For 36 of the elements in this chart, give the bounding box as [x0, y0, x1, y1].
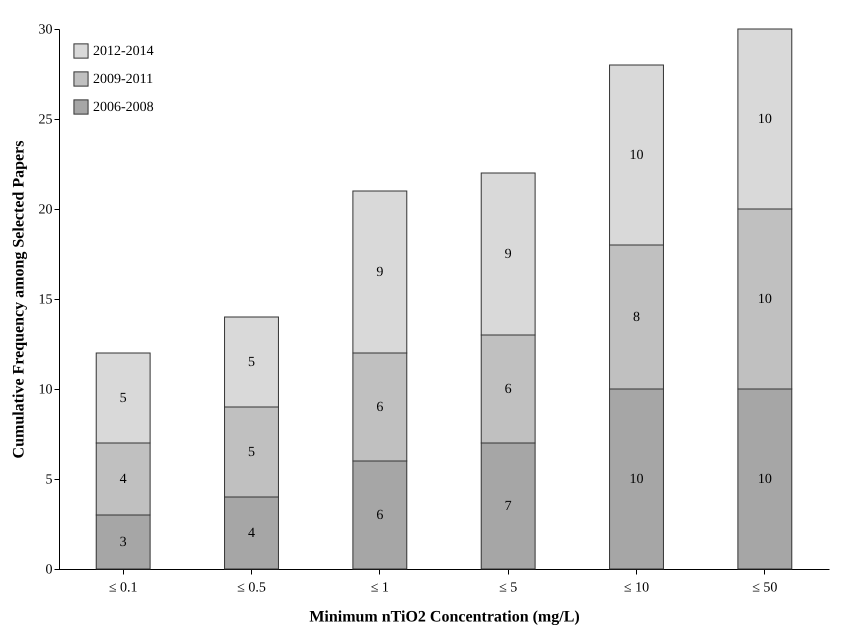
y-axis-title: Cumulative Frequency among Selected Papers	[10, 140, 28, 458]
y-tick-label: 15	[38, 292, 52, 308]
y-tick-label: 20	[38, 202, 52, 218]
data-label: 5	[248, 445, 255, 460]
data-label: 10	[758, 292, 772, 307]
y-tick-label: 0	[46, 562, 52, 578]
data-label: 7	[504, 499, 512, 514]
x-tick-label: ≤ 10	[624, 580, 650, 596]
y-tick-label: 5	[46, 472, 52, 488]
data-label: 5	[120, 391, 127, 406]
data-label: 6	[504, 382, 512, 397]
data-label: 6	[376, 508, 384, 523]
data-label: 10	[758, 472, 772, 487]
x-tick-label: ≤ 1	[370, 580, 389, 596]
data-label: 4	[120, 472, 127, 487]
legend-label: 2009-2011	[93, 72, 154, 87]
y-tick-label: 10	[38, 382, 52, 398]
y-tick-label: 30	[38, 22, 52, 38]
data-label: 10	[758, 112, 772, 127]
data-label: 9	[504, 247, 512, 262]
x-axis-title: Minimum nTiO2 Concentration (mg/L)	[309, 608, 580, 626]
x-tick-label: ≤ 0.1	[108, 580, 138, 596]
data-label: 3	[120, 535, 127, 550]
x-tick-label: ≤ 50	[752, 580, 778, 596]
legend-label: 2006-2008	[93, 100, 154, 115]
data-label: 5	[248, 355, 255, 370]
y-tick-label: 25	[38, 112, 52, 128]
x-tick-label: ≤ 0.5	[237, 580, 266, 596]
data-label: 10	[630, 148, 644, 163]
data-label: 4	[248, 526, 255, 541]
data-label: 10	[630, 472, 644, 487]
data-label: 6	[376, 400, 384, 415]
data-label: 8	[633, 310, 640, 325]
legend-label: 2012-2014	[93, 44, 154, 59]
data-label: 9	[376, 265, 384, 280]
x-tick-label: ≤ 5	[499, 580, 518, 596]
